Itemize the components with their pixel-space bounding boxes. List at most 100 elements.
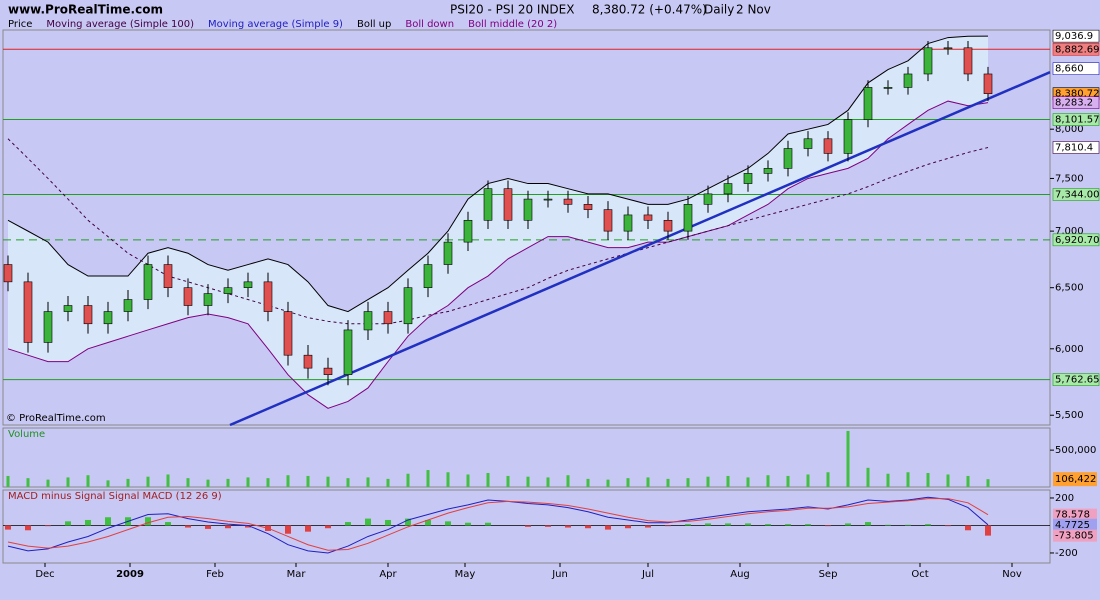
- x-tick-label: 2009: [116, 569, 144, 580]
- candle-body: [663, 219, 673, 232]
- x-tick-label: May: [455, 569, 476, 580]
- candle-body: [683, 204, 693, 232]
- instrument: PSI20 - PSI 20 INDEX: [450, 3, 574, 17]
- x-tick-label: Jun: [551, 569, 568, 580]
- volume-bar: [586, 478, 590, 487]
- last-box: [1053, 508, 1097, 521]
- volume-bar: [226, 478, 230, 487]
- volume-bar: [46, 479, 50, 487]
- candle-body: [123, 299, 133, 312]
- macd-line: [7, 498, 989, 551]
- candle-body: [43, 311, 53, 343]
- histogram-bar: [965, 525, 971, 531]
- level-label: 7,344.00: [1055, 190, 1100, 201]
- histogram-bar: [45, 525, 51, 527]
- histogram-bar: [445, 521, 451, 526]
- histogram-bar: [685, 524, 691, 526]
- candle-body: [303, 354, 313, 369]
- volume-bar: [186, 478, 190, 487]
- histogram-bar: [545, 525, 551, 527]
- candle-body: [243, 281, 253, 288]
- volume-bar: [846, 430, 850, 487]
- histogram-bar: [85, 519, 91, 526]
- volume-bar: [126, 478, 130, 487]
- volume-bar: [986, 479, 990, 487]
- histogram-bar: [705, 523, 711, 526]
- histogram-bar: [205, 525, 211, 529]
- y-tick-label: 7,500: [1055, 173, 1084, 184]
- indicator-line: [7, 138, 989, 325]
- volume-bar: [466, 474, 470, 487]
- histogram-bar: [645, 525, 651, 528]
- histogram-bar: [825, 525, 831, 527]
- histogram-bar: [985, 525, 991, 536]
- level-label: 5,762.65: [1055, 375, 1100, 386]
- histogram-bar: [745, 523, 751, 526]
- histogram-bar: [945, 525, 951, 527]
- indicator-line: [7, 35, 989, 313]
- x-tick-label: Sep: [819, 569, 838, 580]
- y-tick-label: 500,000: [1055, 445, 1096, 456]
- y-tick-label: 8,000: [1055, 124, 1084, 135]
- volume-bar: [646, 477, 650, 487]
- histogram-bar: [405, 518, 411, 526]
- volume-bar: [266, 478, 270, 487]
- x-tick-label: Feb: [206, 569, 224, 580]
- y-tick-label: 6,500: [1055, 283, 1084, 294]
- histogram-bar: [465, 522, 471, 526]
- candle-body: [983, 73, 993, 94]
- candle-body: [23, 281, 33, 343]
- volume-bar: [546, 477, 550, 487]
- level-box: [1052, 42, 1100, 56]
- level-box: [1052, 96, 1100, 109]
- x-tick-label: Dec: [35, 569, 54, 580]
- level-box: [1052, 29, 1100, 43]
- candle-body: [83, 305, 93, 325]
- candle-body: [623, 214, 633, 232]
- volume-bar: [666, 478, 670, 487]
- volume-bar: [786, 475, 790, 487]
- candle-body: [363, 311, 373, 331]
- legend-entry: Boll middle (20 2): [468, 19, 557, 30]
- x-tick-label: Jul: [641, 569, 654, 580]
- histogram-bar: [805, 524, 811, 526]
- candle-body: [283, 311, 293, 356]
- volume-bar: [826, 472, 830, 487]
- x-tick-label: Aug: [730, 569, 750, 580]
- volume-bar: [446, 472, 450, 487]
- candle-body: [443, 241, 453, 265]
- histogram-bar: [565, 525, 571, 528]
- legend-entry: Boll down: [405, 19, 454, 30]
- legend-entry: Moving average (Simple 9): [208, 19, 343, 30]
- volume-bar: [346, 478, 350, 487]
- candle-body: [3, 264, 13, 283]
- volume-bar: [626, 478, 630, 487]
- candle-body: [343, 329, 353, 375]
- histogram-bar: [585, 525, 591, 529]
- candle-body: [703, 193, 713, 205]
- volume-bar: [766, 475, 770, 487]
- histogram-bar: [925, 524, 931, 526]
- histogram-bar: [885, 524, 891, 526]
- level-box: [1052, 141, 1100, 154]
- histogram-bar: [665, 525, 671, 527]
- level-label: 8,101.57: [1055, 115, 1100, 126]
- histogram-bar: [305, 525, 311, 532]
- volume-bar: [106, 480, 110, 487]
- last-label: -73.805: [1055, 531, 1094, 542]
- level-box: [1052, 113, 1100, 126]
- candle-body: [563, 198, 573, 205]
- legend-entry: Boll up: [357, 19, 391, 30]
- histogram-bar: [605, 525, 611, 530]
- volume-bar: [526, 476, 530, 487]
- volume-bar: [926, 472, 930, 487]
- legend-entry: Moving average (Simple 100): [46, 19, 194, 30]
- last-box: [1053, 529, 1097, 542]
- volume-bar: [746, 477, 750, 487]
- volume-bar: [406, 473, 410, 487]
- volume-bar: [326, 476, 330, 487]
- volume-bar: [706, 476, 710, 487]
- level-box: [1052, 233, 1100, 247]
- candle-body: [523, 198, 533, 221]
